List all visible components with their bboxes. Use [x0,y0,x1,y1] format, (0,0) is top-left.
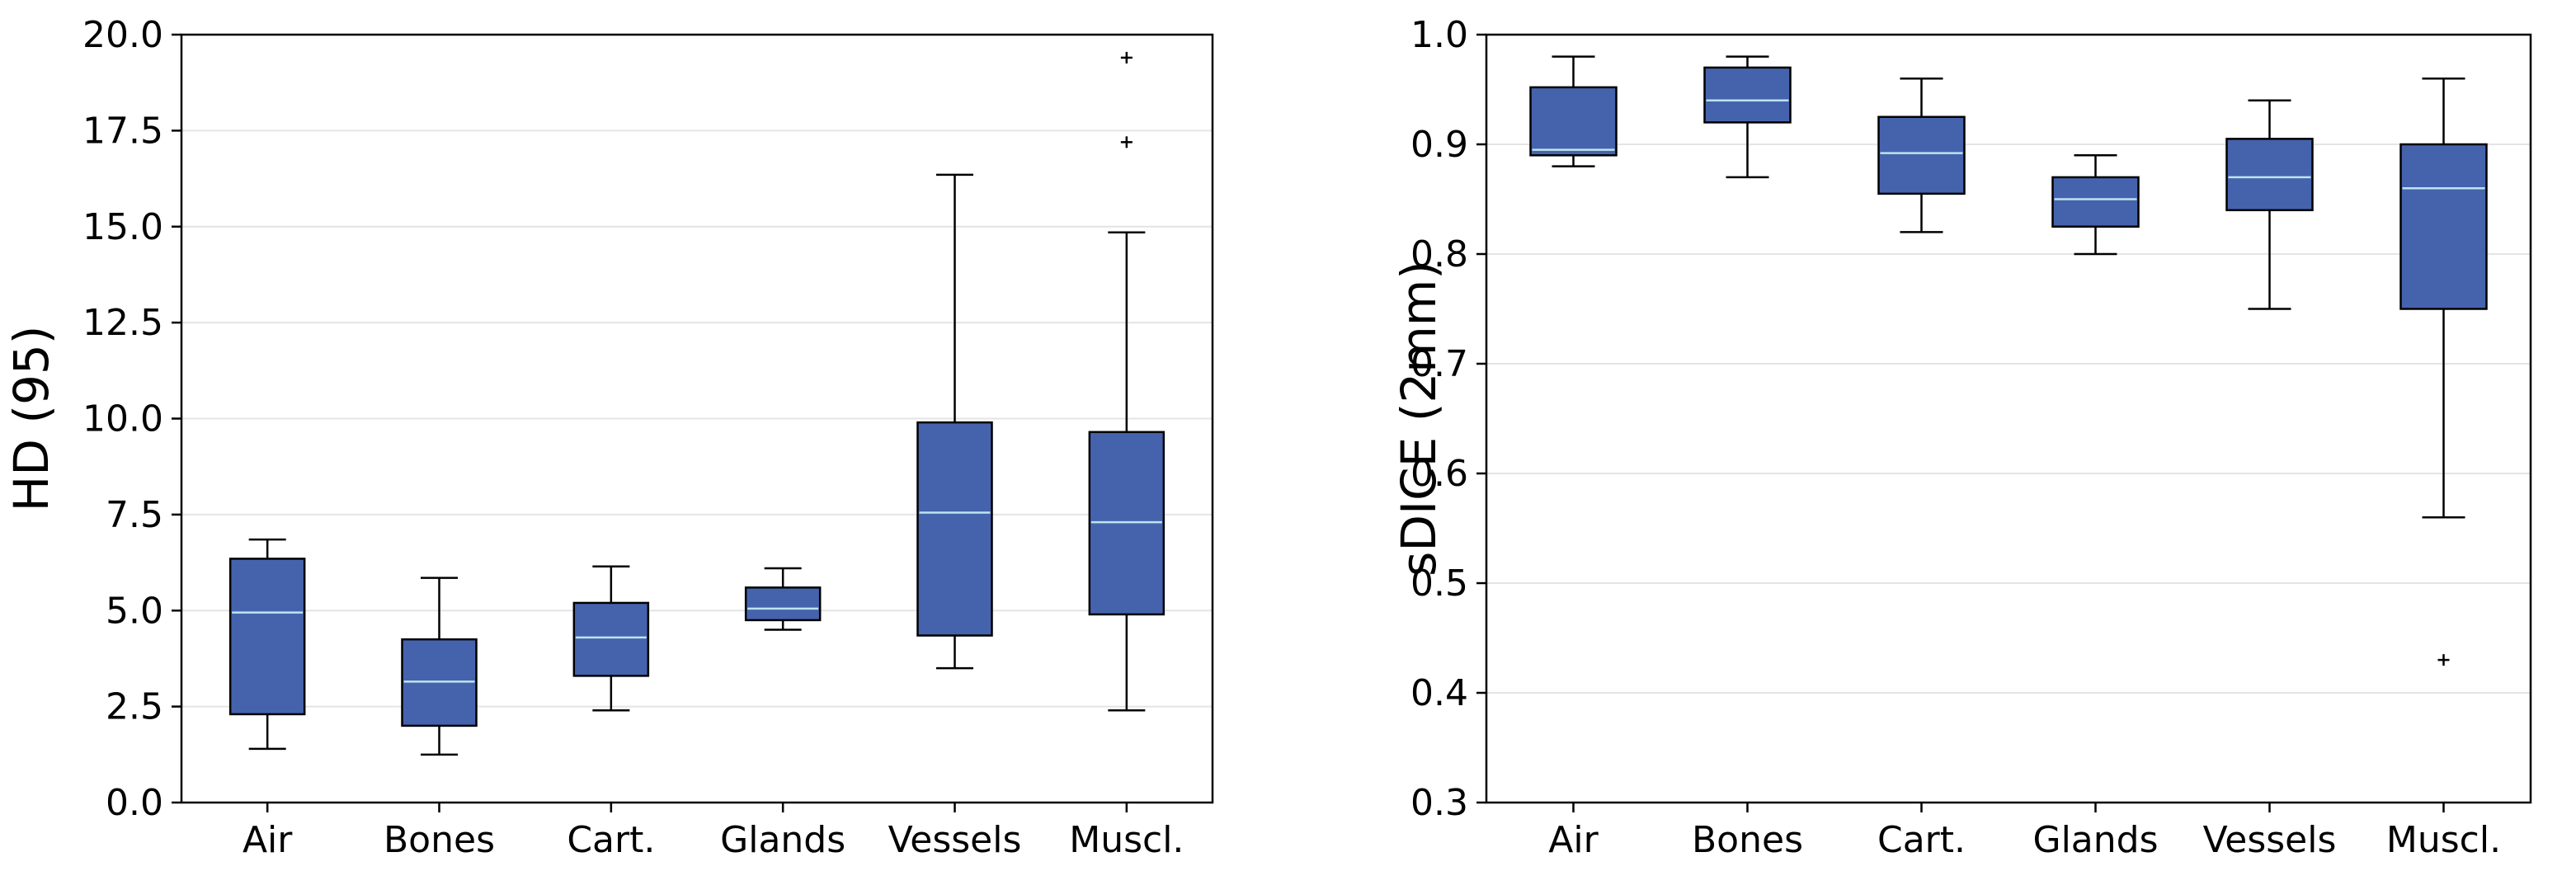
box-glands [744,567,822,631]
box-bones [401,577,478,756]
y-tick-label: 17.5 [82,110,163,152]
x-tick-label: Bones [384,819,495,861]
x-tick-label: Cart. [567,819,655,861]
y-axis-title: sDICE (2mm) [1391,261,1447,577]
iqr-box [1703,66,1792,124]
x-tick-label: Glands [2032,819,2158,861]
box-air [1529,55,1618,167]
hd95-boxplot: 0.0 2.5 5.0 7.5 10.0 12.5 15.0 17.5 20.0 Air Bones… [3,14,1214,861]
iqr-box [572,601,650,677]
outlier-marker [1120,51,1133,64]
y-tick-label: 0.5 [1410,563,1468,605]
iqr-box [2399,143,2488,310]
y-tick-label: 0.0 [106,782,163,824]
y-tick-label: 0.8 [1410,233,1468,275]
iqr-box [228,558,306,716]
x-tick-label: Air [243,819,293,861]
y-tick-label: 0.7 [1410,343,1468,385]
y-tick-label: 0.3 [1410,782,1468,824]
y-tick-label: 12.5 [82,302,163,344]
sdice-boxplot: 0.3 0.4 0.5 0.6 0.7 0.8 0.9 1.0 Air Bones Cart. Gla… [1391,14,2532,861]
x-tick-label: Muscl. [2386,819,2501,861]
iqr-box [744,586,822,622]
outlier-marker [1120,136,1133,148]
box-cart [1877,77,1966,233]
y-tick-label: 0.4 [1410,672,1468,714]
plot-frame [180,33,1214,804]
y-tick-label: 20.0 [82,14,163,56]
box-muscl [2399,77,2488,666]
y-tick-label: 0.9 [1410,124,1468,166]
y-tick-label: 2.5 [106,686,163,728]
iqr-box [916,421,993,637]
x-tick-label: Bones [1692,819,1803,861]
x-tick-label: Vessels [2203,819,2337,861]
box-bones [1703,55,1792,179]
iqr-box [1877,115,1966,195]
x-tick-label: Muscl. [1069,819,1184,861]
y-tick-label: 5.0 [106,590,163,632]
y-tick-label: 0.6 [1410,453,1468,495]
x-tick-label: Vessels [888,819,1022,861]
y-tick-label: 15.0 [82,206,163,248]
x-tick-label: Cart. [1877,819,1966,861]
outlier-marker [2437,654,2450,666]
box-muscl [1088,51,1166,712]
plot-frame [1485,33,2532,804]
box-glands [2051,154,2140,256]
y-tick-label: 1.0 [1410,14,1468,56]
x-tick-label: Air [1548,819,1599,861]
iqr-box [2225,138,2314,212]
box-vessels [916,173,993,670]
box-vessels [2225,99,2314,310]
box-air [228,538,306,751]
y-tick-label: 10.0 [82,398,163,440]
iqr-box [1529,86,1618,157]
iqr-box [2051,176,2140,228]
x-tick-label: Glands [720,819,845,861]
y-tick-label: 7.5 [106,494,163,536]
box-cart [572,565,650,712]
y-axis-title: HD (95) [3,326,59,512]
